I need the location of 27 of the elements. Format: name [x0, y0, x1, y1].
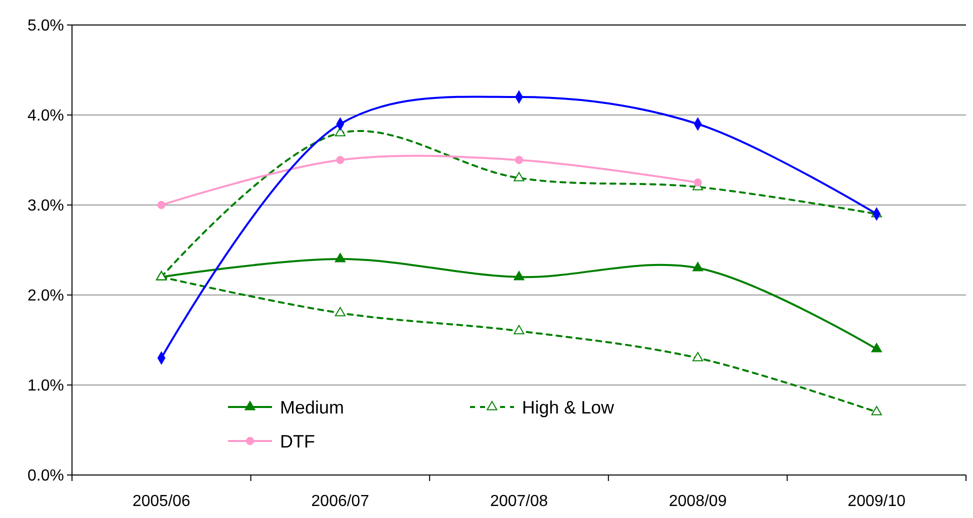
point [334, 252, 346, 262]
y-tick-label: 0.0% [28, 468, 64, 485]
point [514, 270, 524, 280]
point [336, 156, 344, 164]
point [692, 352, 704, 362]
y-tick-label: 2.0% [28, 288, 64, 305]
x-tick-label: 2008/09 [668, 493, 727, 510]
point [871, 406, 882, 416]
point [692, 262, 704, 272]
y-tick-label: 3.0% [28, 198, 64, 215]
point [871, 342, 882, 352]
point [157, 200, 166, 210]
legend-label: Medium [280, 397, 344, 418]
x-tick-label: 2006/07 [311, 493, 370, 510]
y-tick-label: 1.0% [28, 378, 64, 395]
point [694, 178, 702, 187]
y-tick-label: 4.0% [28, 108, 64, 125]
legend-label: DTF [280, 431, 315, 452]
x-tick-label: 2009/10 [848, 493, 906, 510]
point [514, 172, 524, 182]
point [334, 306, 346, 316]
x-tick-label: 2007/08 [490, 493, 548, 510]
x-tick-label: 2005/06 [132, 493, 190, 510]
legend-label: High & Low [522, 397, 616, 418]
point [514, 156, 524, 164]
y-tick-label: 5.0% [28, 18, 64, 35]
point [514, 324, 524, 334]
